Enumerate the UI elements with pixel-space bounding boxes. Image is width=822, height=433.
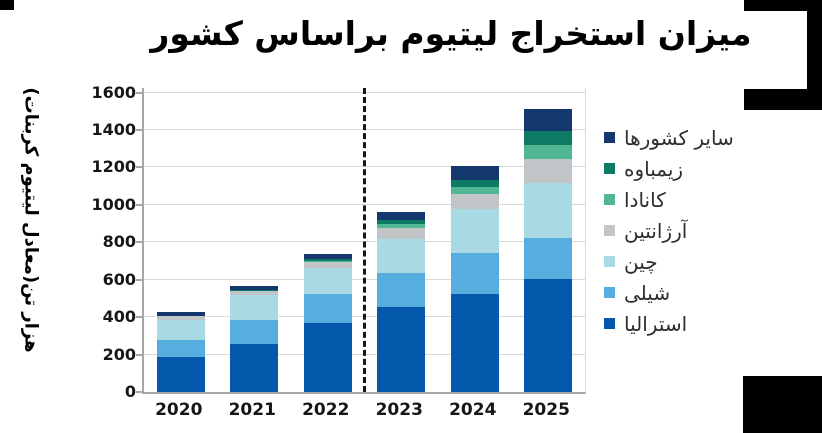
y-tick-mark bbox=[136, 91, 142, 94]
y-tick-label: 0 bbox=[124, 382, 136, 401]
chart-title: میزان استخراج لیتیوم براساس کشور bbox=[150, 14, 752, 53]
plot-area bbox=[142, 88, 586, 394]
legend-label: چین bbox=[624, 249, 658, 274]
y-tick-label: 1200 bbox=[91, 157, 136, 177]
bar-segment-2022 bbox=[303, 293, 352, 323]
decor-block-right-bar bbox=[807, 0, 822, 110]
x-tick-label: 2020 bbox=[155, 400, 203, 420]
bar-segment-2020 bbox=[156, 357, 205, 392]
legend-label: زیمباوه bbox=[624, 156, 684, 181]
bar-segment-2024 bbox=[450, 208, 499, 253]
decor-block-top-left bbox=[0, 0, 14, 10]
bar-segment-2021 bbox=[230, 290, 279, 291]
y-tick-mark bbox=[136, 353, 142, 356]
y-tick-label: 1600 bbox=[91, 82, 136, 102]
y-tick-label: 200 bbox=[102, 344, 136, 364]
bar-segment-2025 bbox=[524, 278, 573, 392]
bar-segment-2020 bbox=[156, 319, 205, 340]
bar-segment-2020 bbox=[156, 311, 205, 317]
y-tick-label: 800 bbox=[102, 232, 136, 252]
legend-swatch bbox=[604, 256, 615, 267]
bar-segment-2024 bbox=[450, 187, 499, 194]
bar-segment-2020 bbox=[156, 339, 205, 358]
bar-segment-2025 bbox=[524, 237, 573, 279]
bar-segment-2022 bbox=[303, 260, 352, 262]
y-tick-mark bbox=[136, 203, 142, 206]
legend-swatch bbox=[604, 318, 615, 329]
legend-item: کانادا bbox=[604, 184, 734, 215]
decor-block-right-lower-bar bbox=[744, 89, 822, 110]
legend-label: آرژانتین bbox=[624, 218, 688, 243]
legend-item: سایر کشورها bbox=[604, 122, 734, 153]
decor-block-bottom-right bbox=[743, 376, 822, 433]
bar-segment-2020 bbox=[156, 316, 205, 320]
bar-segment-2025 bbox=[524, 158, 573, 184]
bar-segment-2023 bbox=[377, 212, 426, 220]
legend-label: کانادا bbox=[624, 187, 666, 212]
bar-segment-2023 bbox=[377, 219, 426, 225]
bar-segment-2022 bbox=[303, 268, 352, 294]
legend-item: شیلی bbox=[604, 277, 734, 308]
bar-segment-2021 bbox=[230, 290, 279, 295]
bar-segment-2024 bbox=[450, 165, 499, 181]
legend-swatch bbox=[604, 287, 615, 298]
legend-item: چین bbox=[604, 246, 734, 277]
legend-label: استرالیا bbox=[624, 311, 688, 336]
bar-segment-2021 bbox=[230, 294, 279, 320]
bar-segment-2025 bbox=[524, 144, 573, 159]
decor-block-top-right-bar bbox=[744, 0, 822, 11]
x-tick-label: 2022 bbox=[302, 400, 350, 420]
legend: سایر کشورها زیمباوه کانادا آرژانتین چین شیلی ا… bbox=[604, 122, 734, 339]
bar-segment-2022 bbox=[303, 253, 352, 260]
bar-segment-2023 bbox=[377, 273, 426, 307]
bar-segment-2024 bbox=[450, 293, 499, 392]
legend-swatch bbox=[604, 132, 615, 143]
bar-segment-2021 bbox=[230, 319, 279, 345]
y-axis-title: هزار تن(معادل لیتیوم کربنات) bbox=[20, 87, 42, 353]
bar-segment-2021 bbox=[230, 344, 279, 392]
legend-item: زیمباوه bbox=[604, 153, 734, 184]
y-tick-mark bbox=[136, 278, 142, 281]
legend-swatch bbox=[604, 225, 615, 236]
x-tick-label: 2023 bbox=[375, 400, 423, 420]
bar-segment-2025 bbox=[524, 109, 573, 131]
y-tick-mark bbox=[136, 391, 142, 393]
y-tick-label: 600 bbox=[102, 269, 136, 289]
y-tick-label: 400 bbox=[102, 307, 136, 327]
legend-label: سایر کشورها bbox=[624, 125, 734, 150]
legend-label: شیلی bbox=[624, 280, 671, 305]
legend-item: استرالیا bbox=[604, 308, 734, 339]
x-tick-label: 2025 bbox=[522, 400, 570, 420]
bar-segment-2023 bbox=[377, 228, 426, 239]
y-tick-mark bbox=[136, 128, 142, 131]
bar-segment-2022 bbox=[303, 322, 352, 392]
x-tick-label: 2021 bbox=[228, 400, 276, 420]
bar-segment-2022 bbox=[303, 259, 352, 261]
bar-segment-2024 bbox=[450, 193, 499, 209]
bar-segment-2023 bbox=[377, 224, 426, 229]
bar-segment-2024 bbox=[450, 180, 499, 188]
y-tick-mark bbox=[136, 241, 142, 244]
x-tick-label: 2024 bbox=[449, 400, 497, 420]
legend-item: آرژانتین bbox=[604, 215, 734, 246]
y-tick-label: 1400 bbox=[91, 119, 136, 139]
bar-segment-2023 bbox=[377, 306, 426, 392]
bar-segment-2025 bbox=[524, 183, 573, 238]
bar-segment-2022 bbox=[303, 261, 352, 269]
legend-swatch bbox=[604, 194, 615, 205]
bar-segment-2025 bbox=[524, 130, 573, 145]
y-tick-mark bbox=[136, 166, 142, 169]
legend-swatch bbox=[604, 163, 615, 174]
bar-segment-2023 bbox=[377, 238, 426, 274]
forecast-divider-line bbox=[363, 88, 366, 392]
bar-segment-2024 bbox=[450, 252, 499, 294]
bar-segment-2021 bbox=[230, 286, 279, 290]
y-tick-mark bbox=[136, 316, 142, 319]
y-tick-label: 1000 bbox=[91, 194, 136, 214]
